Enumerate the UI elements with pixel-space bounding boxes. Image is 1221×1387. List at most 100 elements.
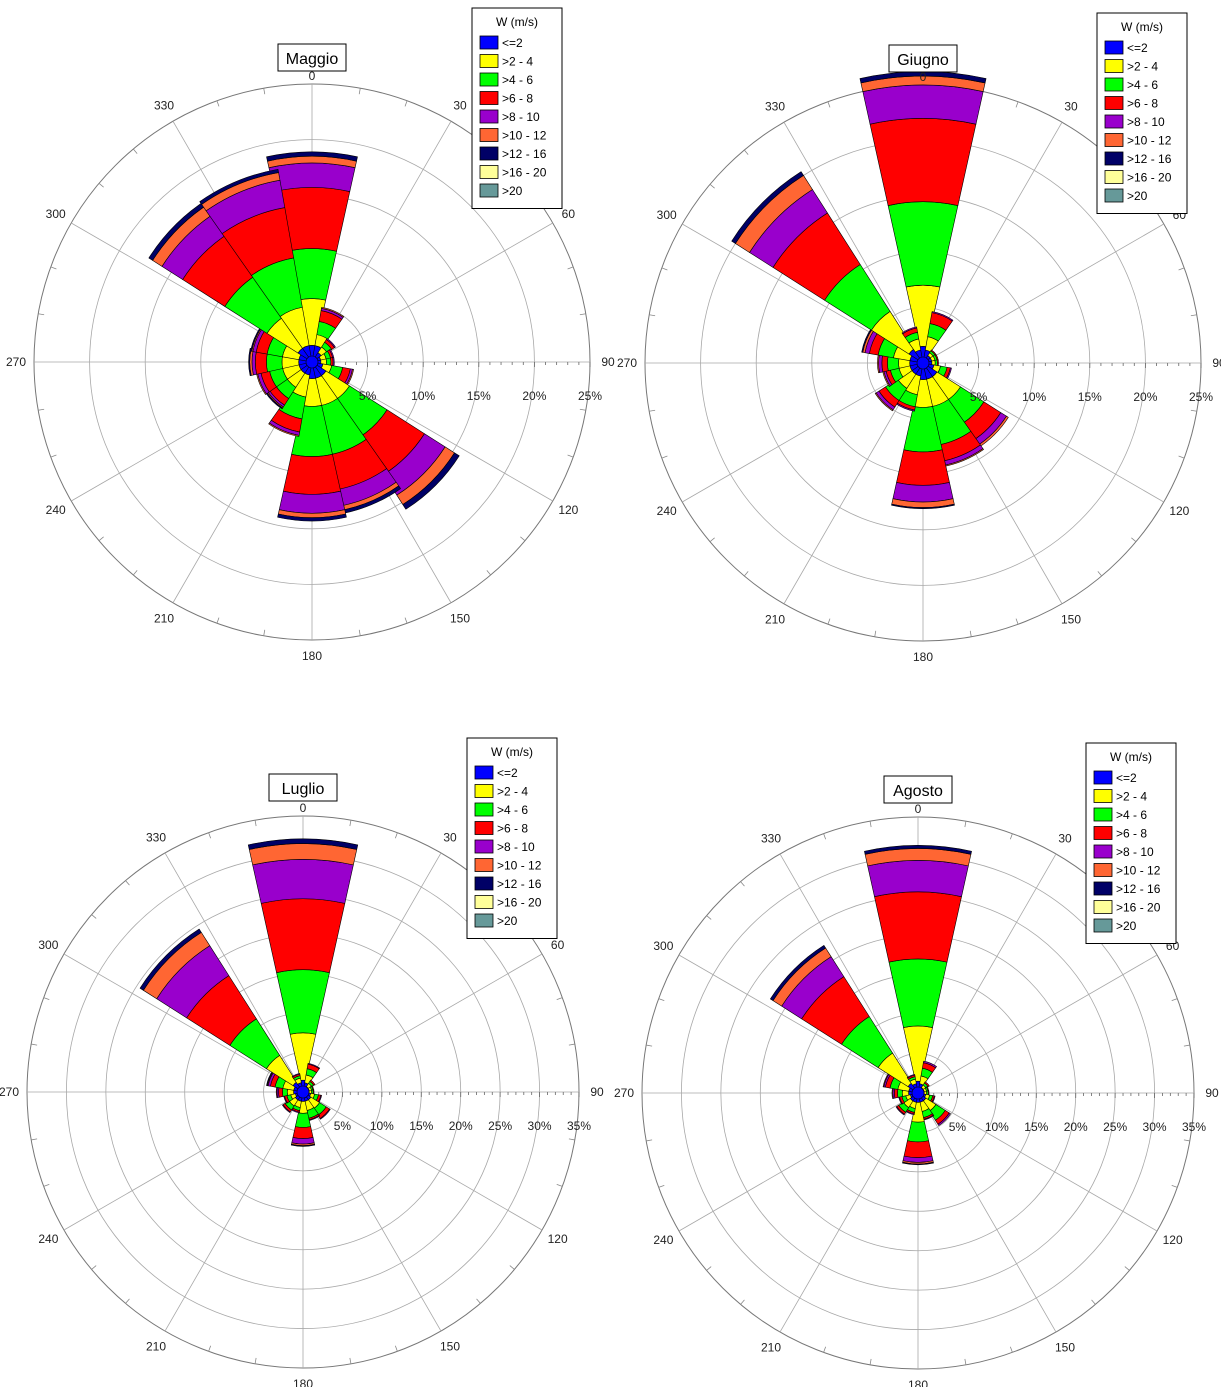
legend-swatch xyxy=(479,128,499,142)
angle-label: 30 xyxy=(443,830,457,844)
legend-swatch xyxy=(474,876,494,891)
grid-tick xyxy=(38,408,45,411)
grid-tick xyxy=(125,880,130,886)
petal-segment xyxy=(332,356,335,368)
legend-label: >4 - 6 xyxy=(1127,78,1158,92)
angle-label: 210 xyxy=(154,611,174,625)
grid-spoke xyxy=(779,1092,919,1333)
petal-315 xyxy=(139,928,304,1093)
petal-segment xyxy=(895,1106,905,1116)
grid-tick xyxy=(579,408,586,411)
petal-22.5 xyxy=(922,311,954,364)
petal-segment xyxy=(321,306,345,318)
petal-segment xyxy=(937,1112,951,1126)
ring-label: 15% xyxy=(1078,390,1102,404)
grid-tick xyxy=(658,998,665,1002)
grid-spoke xyxy=(917,954,1158,1094)
grid-tick xyxy=(964,1358,967,1365)
grid-tick xyxy=(567,454,574,458)
petal-segment xyxy=(266,151,358,162)
wind-rose-panel-0: 5% 10% 15% 20% 25% 0 30 60 90 120 150 180 210 240 270 3… xyxy=(6,7,615,663)
grid-tick xyxy=(743,571,749,577)
legend-swatch xyxy=(474,858,494,872)
ring-label: 5% xyxy=(359,389,377,403)
angle-label: 60 xyxy=(551,938,565,952)
grid-tick xyxy=(358,629,361,636)
ring-label: 30% xyxy=(528,1119,552,1133)
ring-label: 20% xyxy=(1133,390,1157,404)
angle-label: 90 xyxy=(601,355,615,369)
petal-157.5 xyxy=(922,362,984,468)
grid-tick xyxy=(132,570,138,576)
legend-swatch xyxy=(479,146,499,161)
petal-segment xyxy=(869,118,977,206)
ring-label: 35% xyxy=(567,1119,591,1133)
petal-segment xyxy=(291,1137,315,1145)
ring-label: 30% xyxy=(1143,1120,1167,1134)
grid-tick xyxy=(649,314,656,317)
legend-label: >20 xyxy=(1116,919,1137,933)
petal-202.5 xyxy=(268,361,313,437)
grid-tick xyxy=(869,1358,872,1365)
petal-segment xyxy=(290,1144,316,1147)
grid-tick xyxy=(568,1043,575,1046)
legend-label: <=2 xyxy=(497,766,518,780)
petal-segment xyxy=(924,1081,930,1087)
grid-tick xyxy=(254,1357,257,1364)
grid-tick xyxy=(404,617,408,624)
grid-spoke xyxy=(63,953,304,1093)
grid-tick xyxy=(349,820,352,827)
angle-label: 180 xyxy=(293,1377,313,1387)
legend-label: >2 - 4 xyxy=(1127,60,1158,74)
angle-label: 0 xyxy=(920,70,927,84)
legend-swatch xyxy=(1093,789,1113,803)
legend-swatch xyxy=(479,91,499,105)
legend-label: >10 - 12 xyxy=(1116,864,1161,878)
angle-label: 300 xyxy=(653,939,673,953)
panel-title: Maggio xyxy=(286,51,339,68)
grid-tick xyxy=(646,1044,653,1047)
grid-tick xyxy=(658,1184,665,1188)
petal-segment xyxy=(874,392,894,412)
legend-label: <=2 xyxy=(1127,41,1148,55)
grid-tick xyxy=(486,570,492,576)
petal-segment xyxy=(864,845,972,855)
grid-tick xyxy=(394,832,398,839)
petal-segment xyxy=(309,1079,316,1086)
petal-segment xyxy=(859,71,987,84)
grid-tick xyxy=(740,881,745,887)
legend-swatch xyxy=(474,913,494,928)
grid-spoke xyxy=(302,1091,543,1231)
legend-swatch xyxy=(1093,881,1113,896)
grid-tick xyxy=(38,313,45,316)
grid-tick xyxy=(208,832,212,839)
legend-label: >10 - 12 xyxy=(497,859,542,873)
grid-tick xyxy=(1124,1266,1130,1271)
legend-swatch xyxy=(1104,188,1124,203)
angle-label: 90 xyxy=(590,1085,604,1099)
legend-swatch xyxy=(479,72,499,87)
legend-swatch xyxy=(1104,40,1124,55)
petal-segment xyxy=(903,1140,933,1158)
wind-rose-panel-3: 5% 10% 15% 20% 25% 30% 35%03060901201501802102… xyxy=(614,742,1219,1387)
wind-rose-panel-1: 5%10%15%20%25%03060901201501802102402703… xyxy=(617,12,1221,664)
angle-label: 150 xyxy=(450,611,470,625)
legend-swatch xyxy=(474,802,494,817)
panel-title-box xyxy=(268,773,338,802)
grid-tick xyxy=(1091,1299,1096,1305)
legend-label: >2 - 4 xyxy=(497,785,528,799)
legend-label: >6 - 8 xyxy=(497,822,528,836)
grid-tick xyxy=(394,1345,398,1352)
grid-tick xyxy=(404,100,408,107)
grid-tick xyxy=(1015,618,1019,625)
calm-center xyxy=(911,1086,925,1100)
grid-tick xyxy=(823,1346,827,1353)
grid-spoke xyxy=(302,1091,442,1332)
legend-swatch xyxy=(1104,114,1124,129)
petal-segment xyxy=(862,84,984,125)
petal-segment xyxy=(867,860,969,897)
grid-tick xyxy=(1178,267,1185,271)
petal-segment xyxy=(199,168,279,205)
angle-label: 210 xyxy=(765,612,785,626)
